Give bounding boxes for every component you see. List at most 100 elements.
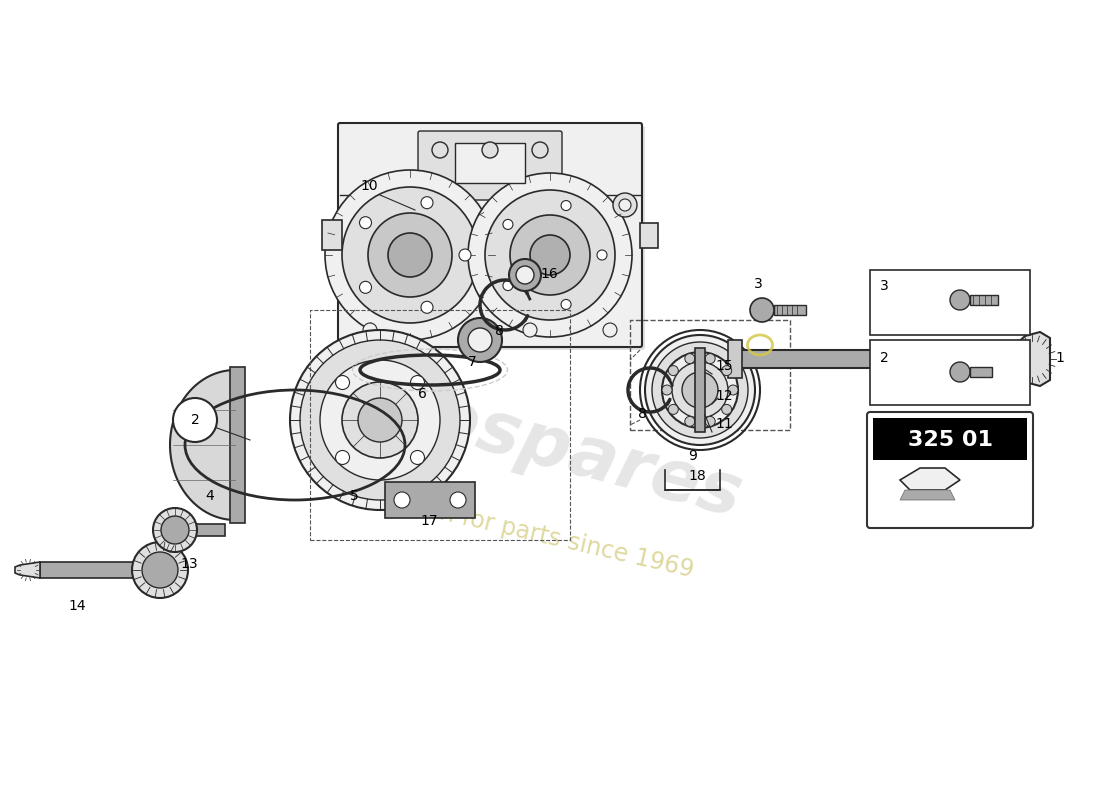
Circle shape <box>421 197 433 209</box>
Text: 2: 2 <box>190 413 199 427</box>
Circle shape <box>669 366 679 376</box>
Polygon shape <box>900 490 955 500</box>
Bar <box>385 482 475 518</box>
Circle shape <box>342 382 418 458</box>
Circle shape <box>450 492 466 508</box>
FancyBboxPatch shape <box>867 412 1033 528</box>
Circle shape <box>421 302 433 314</box>
Circle shape <box>532 142 548 158</box>
Circle shape <box>662 352 738 428</box>
Bar <box>970 367 992 377</box>
Circle shape <box>363 323 377 337</box>
Circle shape <box>388 233 432 277</box>
Text: 2: 2 <box>880 351 889 365</box>
Text: 325 01: 325 01 <box>908 430 992 450</box>
Circle shape <box>530 235 570 275</box>
Circle shape <box>360 282 372 294</box>
Circle shape <box>482 142 498 158</box>
Circle shape <box>950 362 970 382</box>
Circle shape <box>722 366 732 376</box>
Circle shape <box>358 398 402 442</box>
Circle shape <box>705 354 715 364</box>
Text: 5: 5 <box>350 489 359 503</box>
Text: 18: 18 <box>688 469 706 483</box>
Circle shape <box>142 552 178 588</box>
Bar <box>175 524 226 536</box>
Text: 1: 1 <box>1055 351 1064 365</box>
Circle shape <box>459 249 471 261</box>
Text: 8: 8 <box>495 324 504 338</box>
Circle shape <box>153 508 197 552</box>
Text: 9: 9 <box>688 449 697 463</box>
Circle shape <box>685 354 695 364</box>
Bar <box>640 223 658 248</box>
Circle shape <box>336 375 350 390</box>
Circle shape <box>619 199 631 211</box>
Circle shape <box>522 323 537 337</box>
Circle shape <box>485 190 615 320</box>
Circle shape <box>468 328 492 352</box>
Text: 3: 3 <box>754 277 762 291</box>
Circle shape <box>603 323 617 337</box>
Circle shape <box>394 492 410 508</box>
Polygon shape <box>900 468 960 490</box>
Circle shape <box>468 173 632 337</box>
Circle shape <box>682 372 718 408</box>
Circle shape <box>503 281 513 290</box>
Text: 14: 14 <box>68 599 86 613</box>
Circle shape <box>613 193 637 217</box>
Circle shape <box>324 170 495 340</box>
Circle shape <box>728 385 738 395</box>
Circle shape <box>320 360 440 480</box>
Circle shape <box>669 404 679 414</box>
Bar <box>730 350 1010 368</box>
Polygon shape <box>1010 332 1050 386</box>
Circle shape <box>662 385 672 395</box>
Text: 16: 16 <box>540 267 558 281</box>
FancyBboxPatch shape <box>418 131 562 200</box>
Circle shape <box>672 362 728 418</box>
Circle shape <box>161 516 189 544</box>
Circle shape <box>509 259 541 291</box>
Circle shape <box>510 215 590 295</box>
Text: 10: 10 <box>360 179 377 193</box>
Circle shape <box>360 217 372 229</box>
Circle shape <box>750 298 774 322</box>
Text: 12: 12 <box>715 389 733 403</box>
Text: 3: 3 <box>880 279 889 293</box>
Circle shape <box>368 213 452 297</box>
Text: eurospares: eurospares <box>290 347 749 533</box>
Text: 4: 4 <box>205 489 213 503</box>
Circle shape <box>561 299 571 310</box>
Bar <box>455 143 525 183</box>
FancyBboxPatch shape <box>338 123 642 347</box>
Text: 15: 15 <box>715 359 733 373</box>
Circle shape <box>410 375 425 390</box>
Circle shape <box>300 340 460 500</box>
Polygon shape <box>15 562 40 578</box>
Circle shape <box>132 542 188 598</box>
Circle shape <box>173 398 217 442</box>
Circle shape <box>561 201 571 210</box>
Bar <box>695 348 705 432</box>
Circle shape <box>432 142 448 158</box>
Text: 8: 8 <box>638 407 647 421</box>
Bar <box>230 367 245 523</box>
Circle shape <box>473 323 487 337</box>
Circle shape <box>597 250 607 260</box>
Circle shape <box>336 450 350 465</box>
Bar <box>322 220 342 250</box>
Circle shape <box>950 290 970 310</box>
Bar <box>870 340 1030 405</box>
Circle shape <box>645 335 755 445</box>
Circle shape <box>722 404 732 414</box>
Bar <box>870 270 1030 335</box>
Circle shape <box>705 416 715 426</box>
Bar <box>40 562 159 578</box>
Bar <box>873 418 1027 460</box>
Text: 6: 6 <box>418 387 427 401</box>
Bar <box>728 340 743 378</box>
Text: 17: 17 <box>420 514 438 528</box>
Circle shape <box>685 416 695 426</box>
Circle shape <box>516 266 534 284</box>
